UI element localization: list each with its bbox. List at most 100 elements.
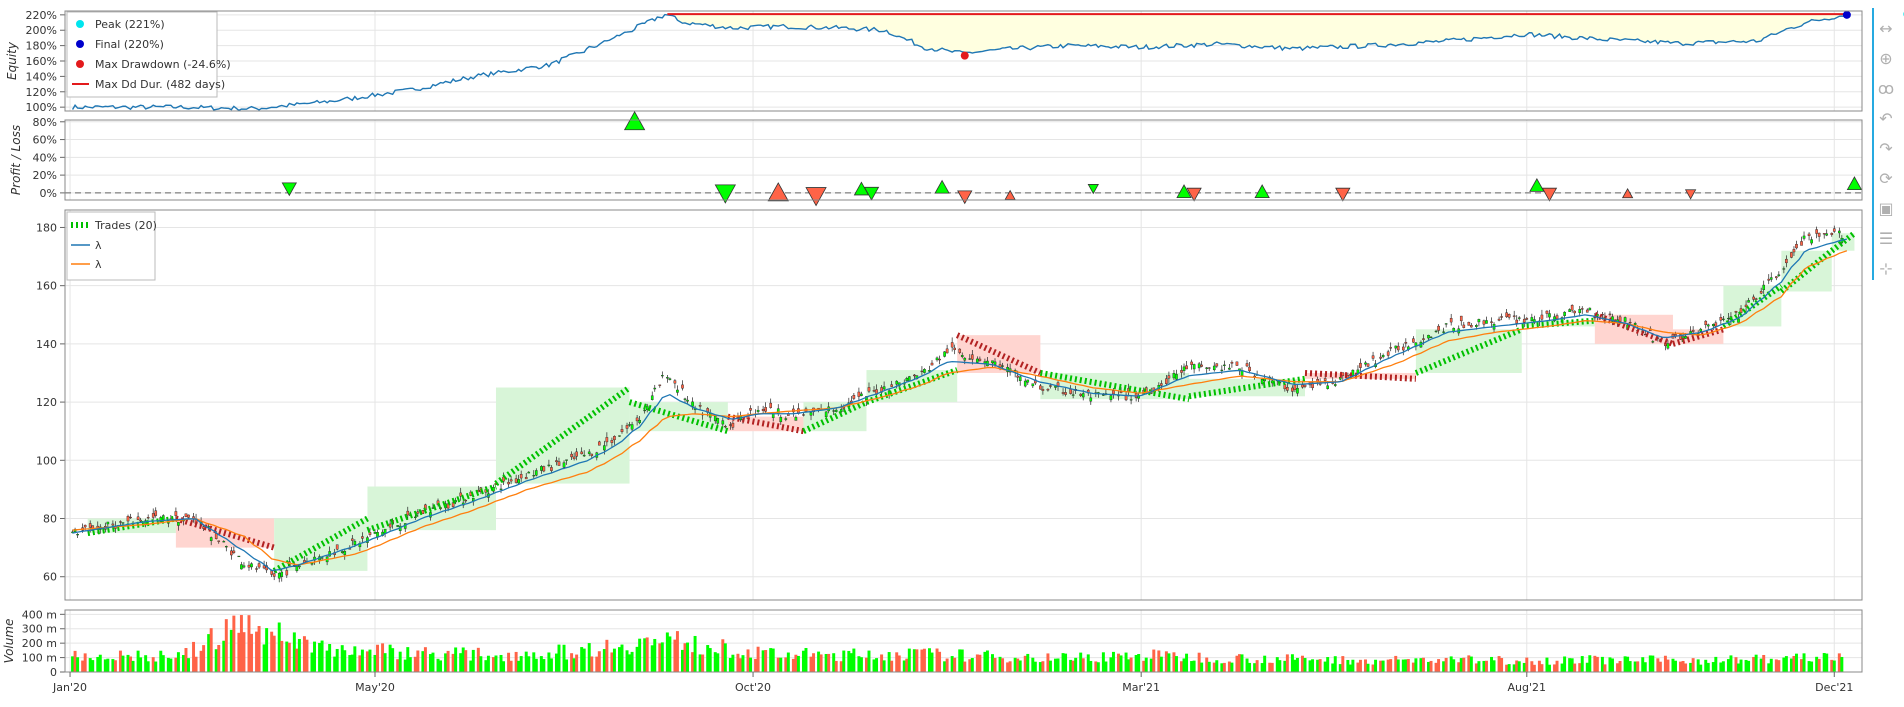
candle-body-302 (1185, 365, 1188, 370)
volume-bar-462 (1777, 660, 1781, 672)
volume-bar-301 (1182, 658, 1186, 672)
candle-body-179 (731, 422, 735, 428)
volume-bar-175 (716, 653, 720, 672)
volume-bar-437 (1684, 663, 1688, 672)
candle-body-128 (542, 466, 546, 472)
volume-bar-207 (834, 660, 838, 672)
candle-body-187 (761, 408, 765, 411)
volume-bar-326 (1275, 657, 1279, 672)
candle-body-432 (1666, 343, 1670, 349)
volume-bar-300 (1180, 661, 1183, 672)
volume-bar-328 (1283, 660, 1287, 672)
volume-bar-443 (1706, 662, 1710, 672)
equity-ytick-label: 160% (26, 55, 57, 68)
candle-body-428 (1651, 341, 1655, 343)
volume-bar-181 (738, 658, 742, 672)
volume-bar-157 (650, 645, 654, 672)
volume-bar-239 (953, 657, 957, 672)
candle-body-117 (502, 476, 505, 482)
equity-legend: Peak (221%) Final (220%) Max Drawdown (-24… (66, 11, 231, 98)
legend-peak-swatch (76, 20, 84, 28)
volume-bar-134 (565, 659, 569, 672)
volume-bar-7 (96, 656, 100, 672)
candle-body-363 (1412, 338, 1415, 343)
candle-body-351 (1366, 363, 1370, 367)
volume-bar-285 (1124, 652, 1128, 672)
zoom-icon[interactable]: ⊕ (1879, 49, 1893, 68)
volume-bar-261 (1033, 661, 1037, 672)
volume-bar-229 (915, 649, 919, 672)
lasso-icon[interactable]: ꝏ (1877, 79, 1895, 98)
volume-bar-409 (1580, 656, 1584, 672)
volume-bar-155 (643, 638, 647, 672)
volume-bar-421 (1626, 656, 1630, 672)
candle-body-209 (842, 407, 846, 409)
volume-bar-69 (325, 650, 329, 672)
volume-bar-139 (582, 648, 586, 672)
volume-bar-129 (547, 652, 551, 672)
volume-bar-173 (708, 648, 712, 672)
candle-body-478 (1838, 230, 1841, 234)
volume-bar-338 (1318, 659, 1322, 672)
candle-body-314 (1230, 361, 1234, 364)
crosshair-icon[interactable]: ⊹ (1879, 259, 1893, 278)
save-icon[interactable]: ▣ (1878, 199, 1894, 218)
volume-bar-210 (847, 650, 851, 672)
candle-body-240 (958, 348, 962, 353)
candle-body-256 (1016, 375, 1019, 378)
redo-icon[interactable]: ↷ (1879, 139, 1893, 158)
volume-bar-453 (1744, 659, 1748, 672)
candle-body-457 (1759, 291, 1763, 294)
volume-bar-313 (1227, 661, 1231, 672)
candle-body-103 (451, 502, 455, 507)
volume-bar-95 (421, 651, 425, 672)
candle-body-274 (1081, 393, 1085, 398)
reset-icon[interactable]: ⟳ (1879, 169, 1893, 188)
volume-bar-105 (459, 653, 463, 672)
candle-body-459 (1767, 278, 1771, 281)
candle-body-387 (1500, 316, 1503, 318)
volume-bar-306 (1200, 662, 1204, 672)
volume-bar-199 (804, 648, 808, 672)
volume-bar-56 (277, 622, 281, 672)
volume-bar-136 (572, 658, 576, 672)
candle-body-138 (580, 451, 583, 455)
volume-bar-205 (827, 653, 831, 672)
volume-bar-379 (1469, 656, 1473, 672)
volume-bar-44 (232, 615, 236, 672)
volume-bar-68 (320, 640, 324, 672)
volume-bar-101 (444, 653, 448, 672)
volume-bar-461 (1774, 659, 1778, 672)
volume-bar-329 (1285, 654, 1289, 672)
candle-body-276 (1089, 397, 1093, 402)
volume-bar-213 (857, 656, 861, 672)
candle-body-249 (991, 360, 994, 364)
candle-body-372 (1444, 323, 1448, 325)
volume-bar-78 (358, 655, 362, 672)
candle-body-176 (721, 420, 725, 425)
trade-line-15 (1593, 311, 1675, 347)
pl-ytick-label: 0% (40, 187, 57, 200)
candle-body-192 (779, 416, 783, 423)
volume-bar-85 (383, 653, 387, 672)
candle-body-383 (1485, 320, 1488, 324)
volume-bar-182 (741, 655, 745, 672)
volume-bar-397 (1537, 660, 1541, 672)
candle-body-44 (232, 550, 236, 553)
volume-bar-413 (1595, 656, 1599, 672)
volume-bar-452 (1739, 659, 1743, 672)
volume-bar-426 (1643, 662, 1647, 672)
candle-body-297 (1167, 375, 1171, 379)
candle-body-43 (230, 550, 233, 556)
candle-body-93 (414, 516, 417, 518)
chart-toolbar: ↔ ⊕ ꝏ ↶ ↷ ⟳ ▣ ☰ ⊹ (1868, 8, 1904, 288)
undo-icon[interactable]: ↶ (1879, 109, 1893, 128)
candle-body-132 (557, 461, 561, 466)
candle-body-148 (618, 435, 621, 437)
volume-bar-226 (905, 658, 909, 672)
candle-body-416 (1608, 313, 1612, 315)
volume-bar-473 (1817, 658, 1821, 672)
candle-body-384 (1490, 321, 1493, 323)
pan-icon[interactable]: ↔ (1879, 19, 1893, 38)
hover-icon[interactable]: ☰ (1878, 229, 1894, 248)
